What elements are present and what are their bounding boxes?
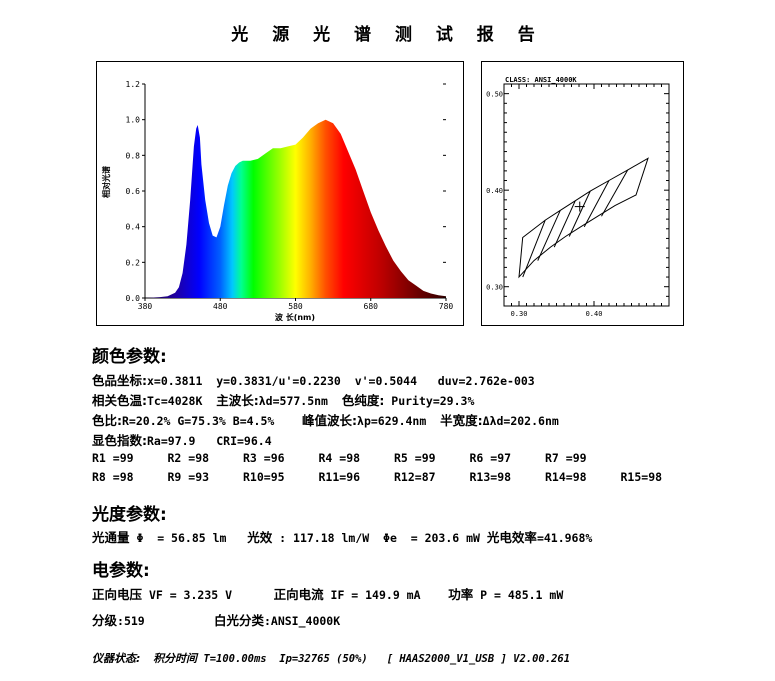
ri-value: R7 =99 — [545, 451, 587, 465]
class-label: CLASS: ANSI_4000K — [505, 76, 577, 84]
ri-value: R15=98 — [620, 470, 663, 484]
cie-x-tick-label: 0.40 — [586, 310, 603, 318]
color-params-heading: 颜色参数: — [92, 347, 167, 367]
color-point-marker — [574, 201, 585, 212]
spectrum-chart: 0.0 0.2 0.4 0.6 0.8 1.0 1.2 380 480 580 680 780 相对光… — [101, 80, 454, 322]
ratio-row: 色比:R=20.2% G=75.3% B=4.5% 峰值波长:λp=629.4n… — [92, 413, 559, 428]
y-tick-label: 0.4 — [126, 223, 141, 232]
ri-value: R14=98 — [545, 470, 587, 484]
x-tick-label: 780 — [439, 302, 454, 311]
ri-value: R6 =97 — [469, 451, 512, 465]
chromaticity-row: 色品坐标:x=0.3811 y=0.3831/u'=0.2230 v'=0.50… — [92, 373, 535, 388]
cie-x-tick-label: 0.30 — [511, 310, 528, 318]
spectrum-panel: 0.0 0.2 0.4 0.6 0.8 1.0 1.2 380 480 580 680 780 相对光… — [96, 61, 464, 326]
report-title: 光 源 光 谱 测 试 报 告 — [231, 25, 544, 45]
chromaticity-chart: CLASS: ANSI_4000K 0.50 0.40 0.30 0.30 0.40 — [486, 76, 670, 318]
y-tick-label: 0.6 — [126, 187, 141, 196]
bin-divider — [553, 200, 576, 248]
ri-row-1: R1 =99 R2 =98 R3 =96 R4 =98 R5 =99 R6 =97 R7 =… — [92, 451, 712, 467]
electrical-row-1: 正向电压 VF = 3.235 V 正向电流 IF = 149.9 mA 功率 … — [92, 587, 564, 602]
ansi-bins — [518, 157, 649, 279]
cie-y-tick-label: 0.40 — [486, 187, 503, 195]
x-tick-label: 380 — [138, 302, 153, 311]
bin-divider — [522, 219, 546, 278]
y-tick-label: 0.0 — [126, 294, 141, 303]
ri-value: R1 =99 — [92, 451, 134, 465]
spectrum-area — [145, 119, 446, 298]
photometric-heading: 光度参数: — [92, 505, 167, 525]
bin-divider — [601, 169, 629, 217]
y-tick-label: 1.2 — [126, 80, 141, 89]
x-axis-label: 波 长(nm) — [275, 312, 315, 322]
ri-value: R13=98 — [469, 470, 512, 484]
cri-row: 显色指数:Ra=97.9 CRI=96.4 — [92, 433, 272, 448]
x-tick-label: 680 — [364, 302, 379, 311]
electrical-heading: 电参数: — [92, 561, 150, 581]
x-tick-label: 580 — [288, 302, 303, 311]
ri-row-2: R8 =98 R9 =93 R10=95 R11=96 R12=87 R13=98 R14=… — [92, 470, 712, 486]
ri-value: R10=95 — [243, 470, 285, 484]
ri-value: R8 =98 — [92, 470, 134, 484]
bin-divider — [568, 190, 591, 237]
cct-row: 相关色温:Tc=4028K 主波长:λd=577.5nm 色纯度: Purity… — [92, 393, 475, 408]
y-tick-label: 0.8 — [126, 151, 141, 160]
y-tick-label: 1.0 — [126, 116, 141, 125]
bin-divider — [537, 210, 561, 261]
bin-divider — [583, 180, 610, 228]
x-tick-label: 480 — [213, 302, 228, 311]
ri-value: R3 =96 — [243, 451, 285, 465]
instrument-status: 仪器状态: 积分时间 T=100.00ms Ip=32765 (50%) [ H… — [92, 652, 571, 665]
y-tick-label: 0.2 — [126, 258, 141, 267]
cie-y-tick-label: 0.50 — [486, 91, 503, 99]
photometric-row: 光通量 Φ = 56.85 lm 光效 : 117.18 lm/W Φe = 2… — [92, 530, 593, 545]
ri-value: R2 =98 — [167, 451, 210, 465]
ri-value: R9 =93 — [167, 470, 210, 484]
bin-outline — [518, 157, 649, 279]
ri-value: R12=87 — [394, 470, 436, 484]
ri-value: R4 =98 — [318, 451, 361, 465]
chromaticity-panel: CLASS: ANSI_4000K 0.50 0.40 0.30 0.30 0.40 — [481, 61, 684, 326]
electrical-row-2: 分级:519 白光分类:ANSI_4000K — [92, 613, 341, 628]
ri-value: R11=96 — [318, 470, 361, 484]
y-axis-label: 相对光谱 — [101, 166, 111, 198]
cie-y-tick-label: 0.30 — [486, 284, 503, 292]
ri-value: R5 =99 — [394, 451, 436, 465]
